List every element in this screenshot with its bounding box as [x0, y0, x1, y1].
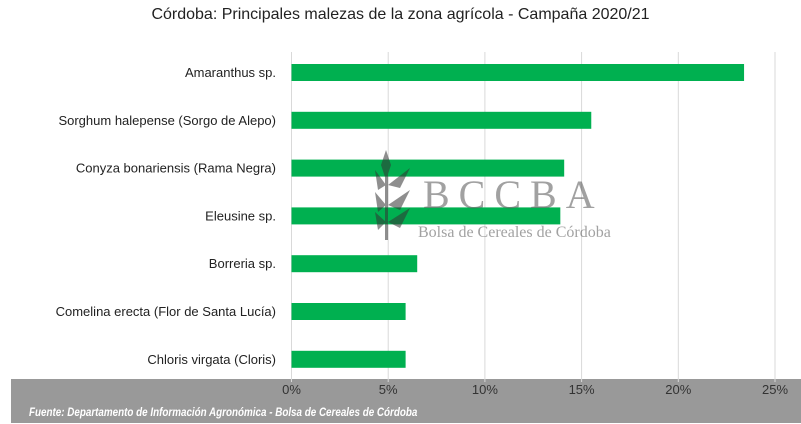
x-tick-label: 0% — [282, 382, 301, 397]
source-note: Fuente: Departamento de Información Agro… — [29, 405, 418, 419]
bar — [291, 350, 406, 368]
chart-title: Córdoba: Principales malezas de la zona … — [151, 6, 650, 23]
category-label: Chloris virgata (Cloris) — [147, 352, 276, 367]
watermark-logo: BCCBA Bolsa de Cereales de Córdoba — [375, 150, 611, 241]
category-label: Sorghum halepense (Sorgo de Alepo) — [58, 113, 276, 128]
category-label: Amaranthus sp. — [185, 65, 276, 80]
bar — [291, 303, 406, 320]
bar — [291, 159, 565, 177]
watermark-logo-text: BCCBA — [423, 172, 604, 217]
bar — [291, 207, 561, 225]
bar — [291, 255, 418, 273]
category-label: Borreria sp. — [209, 256, 276, 271]
x-tick-label: 10% — [472, 382, 498, 397]
watermark-subtitle: Bolsa de Cereales de Córdoba — [418, 224, 611, 241]
category-label: Eleusine sp. — [205, 208, 276, 223]
x-tick-label: 5% — [379, 382, 398, 397]
x-tick-label: 20% — [665, 382, 691, 397]
footer-band — [11, 379, 801, 423]
x-tick-label: 15% — [569, 382, 595, 397]
category-label: Conyza bonariensis (Rama Negra) — [76, 161, 276, 176]
bar — [291, 111, 592, 129]
bar — [291, 64, 745, 81]
category-label: Comelina erecta (Flor de Santa Lucía) — [56, 304, 276, 319]
x-tick-label: 25% — [762, 382, 788, 397]
